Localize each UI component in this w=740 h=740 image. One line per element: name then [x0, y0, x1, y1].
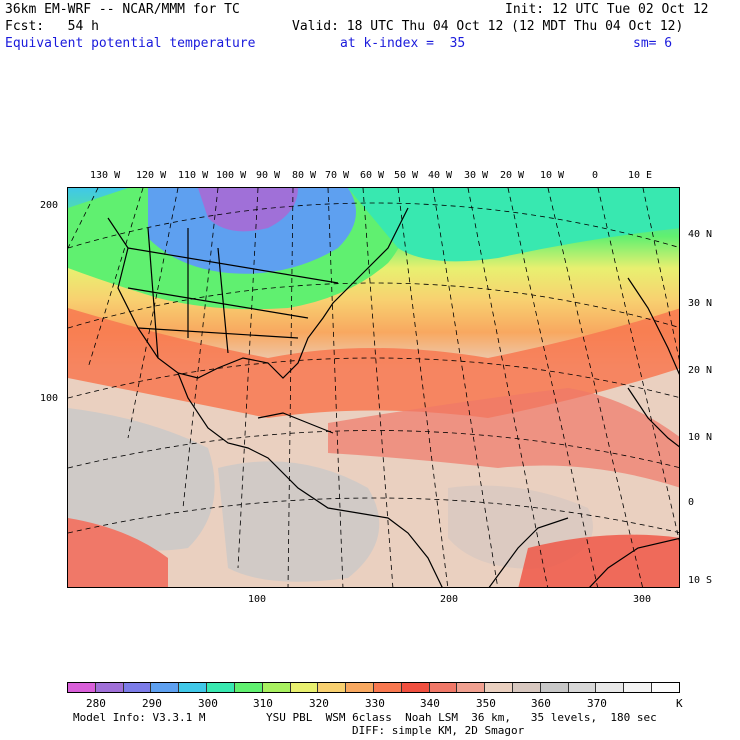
lat-label: 30 N: [688, 298, 713, 309]
colorbar-label: 310: [253, 697, 273, 710]
lat-label: 20 N: [688, 365, 713, 376]
lon-label: 110 W: [178, 170, 209, 181]
colorbar-label: 340: [420, 697, 440, 710]
colorbar-swatch: [596, 683, 625, 692]
model-info: Model Info: V3.3.1 M: [73, 711, 206, 724]
colorbar-swatch: [373, 683, 402, 692]
colorbar-swatch: [179, 683, 208, 692]
colorbar-swatch: [68, 683, 96, 692]
colorbar-label: 370: [587, 697, 607, 710]
lon-label: 10 E: [628, 170, 653, 181]
lon-label: 40 W: [428, 170, 453, 181]
colorbar-swatch: [290, 683, 319, 692]
colorbar-swatch: [318, 683, 347, 692]
theta-e-map: [67, 187, 680, 588]
colorbar-swatch: [262, 683, 291, 692]
colorbar-swatch: [485, 683, 513, 692]
colorbar-swatch: [540, 683, 569, 692]
colorbar-unit: K: [676, 697, 683, 710]
colorbar-swatch: [123, 683, 152, 692]
lon-label: 60 W: [360, 170, 385, 181]
colorbar-swatch: [624, 683, 653, 692]
init-time: Init: 12 UTC Tue 02 Oct 12: [505, 2, 709, 17]
lon-label: 50 W: [394, 170, 419, 181]
grid-label: 200: [440, 594, 459, 605]
lat-label: 40 N: [688, 229, 713, 240]
colorbar-swatch: [346, 683, 374, 692]
lat-label: 0: [688, 497, 695, 508]
grid-label: 100: [248, 594, 267, 605]
physics-info: YSU PBL WSM 6class Noah LSM 36 km, 35 le…: [266, 711, 657, 724]
colorbar-swatch: [457, 683, 486, 692]
lon-label: 20 W: [500, 170, 525, 181]
colorbar-label: 350: [476, 697, 496, 710]
colorbar-label: 280: [86, 697, 106, 710]
colorbar-swatch: [401, 683, 430, 692]
lat-label: 10 S: [688, 575, 713, 586]
colorbar: [67, 682, 680, 693]
grid-label: 200: [40, 200, 59, 211]
colorbar-label: 330: [365, 697, 385, 710]
lon-label: 30 W: [464, 170, 489, 181]
colorbar-label: 290: [142, 697, 162, 710]
colorbar-swatch: [429, 683, 458, 692]
grid-label: 100: [40, 393, 59, 404]
diffusion-info: DIFF: simple KM, 2D Smagor: [352, 724, 525, 737]
lat-label: 10 N: [688, 432, 713, 443]
colorbar-swatch: [95, 683, 124, 692]
lon-label: 90 W: [256, 170, 281, 181]
colorbar-swatch: [652, 683, 679, 692]
smoothing-label: sm= 6: [633, 36, 673, 51]
field-name: Equivalent potential temperature: [5, 36, 256, 51]
colorbar-label: 300: [198, 697, 218, 710]
colorbar-swatch: [513, 683, 541, 692]
valid-time: Valid: 18 UTC Thu 04 Oct 12 (12 MDT Thu …: [292, 19, 684, 34]
grid-label: 300: [633, 594, 652, 605]
level-label: at k-index = 35: [340, 36, 466, 51]
colorbar-swatch: [234, 683, 263, 692]
lon-label: 120 W: [136, 170, 167, 181]
lon-label: 80 W: [292, 170, 317, 181]
colorbar-label: 360: [531, 697, 551, 710]
lon-label: 130 W: [90, 170, 121, 181]
lon-label: 10 W: [540, 170, 565, 181]
lon-label: 0: [592, 170, 599, 181]
map-canvas: [68, 188, 679, 587]
colorbar-swatch: [568, 683, 597, 692]
lon-label: 70 W: [325, 170, 350, 181]
colorbar-swatch: [207, 683, 235, 692]
colorbar-label: 320: [309, 697, 329, 710]
model-title: 36km EM-WRF -- NCAR/MMM for TC: [5, 2, 240, 17]
forecast-hour: Fcst: 54 h: [5, 19, 99, 34]
lon-label: 100 W: [216, 170, 247, 181]
colorbar-swatch: [151, 683, 180, 692]
